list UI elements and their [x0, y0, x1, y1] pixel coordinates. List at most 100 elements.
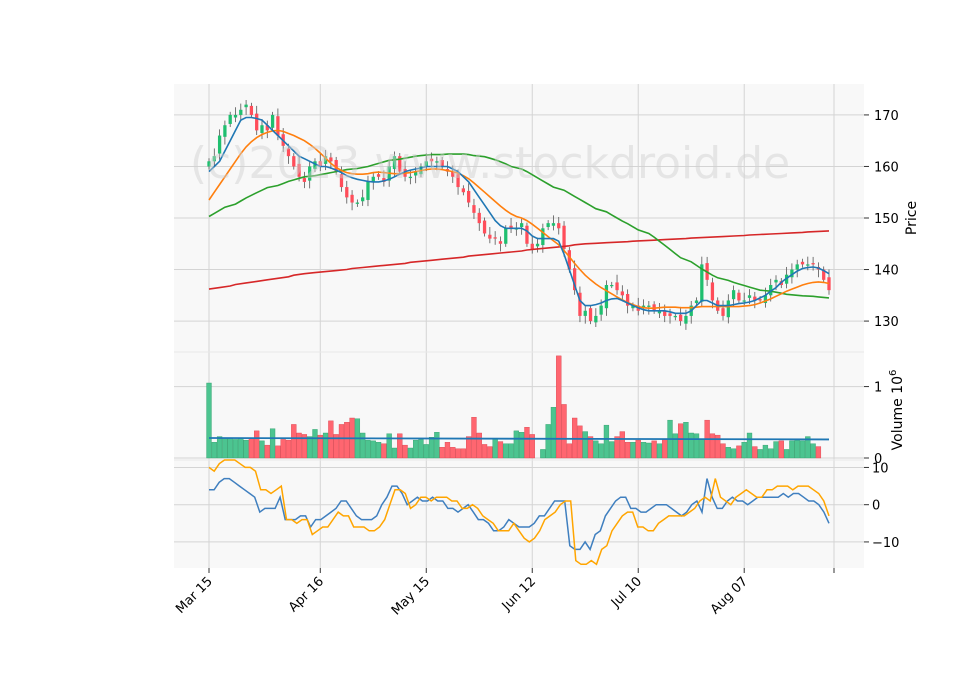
volume-bar	[291, 424, 297, 459]
volume-bar	[296, 432, 302, 459]
candle-body	[700, 264, 704, 302]
candle-body	[822, 269, 826, 280]
candle-body	[260, 125, 264, 133]
volume-bar	[423, 444, 429, 459]
candle-body	[382, 178, 386, 182]
volume-bar	[381, 443, 387, 459]
volume-bar	[280, 439, 286, 459]
candle-body	[435, 161, 439, 163]
candle-body	[567, 250, 571, 270]
candle-body	[758, 299, 762, 301]
volume-bar	[656, 443, 663, 459]
volume-bar	[375, 442, 382, 459]
volume-bar	[487, 446, 493, 459]
volume-bar	[746, 432, 753, 459]
volume-bar	[216, 436, 223, 459]
y-tick-label: 0	[874, 452, 882, 467]
volume-bar	[577, 425, 583, 459]
candle-body	[408, 176, 413, 179]
volume-bar	[466, 436, 472, 459]
candle-body	[223, 125, 227, 137]
candle-body	[467, 190, 471, 203]
volume-bar	[333, 434, 339, 459]
candle-body	[525, 225, 529, 244]
moving-averages	[208, 116, 830, 315]
candle-body	[557, 223, 561, 229]
candle-body	[302, 178, 307, 182]
volume-bar	[646, 442, 652, 459]
candle-body	[578, 292, 582, 316]
candle-body	[451, 171, 455, 177]
volume-bar	[243, 439, 249, 459]
x-tick-label: Jun 12	[499, 574, 539, 614]
volume-bars	[206, 355, 830, 459]
candle-body	[228, 114, 232, 124]
candle-body	[414, 171, 418, 176]
volume-bar	[418, 439, 424, 459]
candle-body	[488, 234, 492, 239]
volume-bar	[360, 432, 366, 459]
volume-bar	[609, 441, 615, 459]
y-tick-label: 140	[874, 264, 899, 279]
candle-body	[811, 263, 815, 265]
candle-body	[530, 243, 534, 249]
candle-body	[806, 264, 810, 266]
candle-body	[323, 156, 328, 164]
candle-body	[551, 223, 556, 226]
volume-bar	[455, 448, 461, 459]
volume-bar	[391, 447, 398, 459]
volume-bar	[307, 436, 313, 459]
volume-bar	[683, 422, 689, 459]
volume-bar	[736, 445, 742, 459]
candle-body	[239, 109, 243, 115]
candle-body	[429, 158, 434, 162]
candle-body	[657, 310, 662, 314]
candle-body	[795, 264, 799, 270]
candle-body	[790, 269, 794, 278]
volume-bar	[312, 429, 318, 459]
volume-bar	[587, 436, 594, 459]
candle-body	[498, 241, 503, 244]
volume-bar	[428, 437, 435, 459]
candle-body	[631, 305, 635, 309]
volume-bar	[662, 439, 668, 459]
volume-bar	[709, 433, 716, 459]
volume-bar	[715, 434, 721, 459]
volume-bar	[471, 417, 477, 459]
candle-body	[769, 285, 773, 296]
candle-body	[678, 314, 683, 322]
candle-body	[461, 188, 466, 193]
candle-body	[482, 220, 487, 234]
volume-bar	[762, 444, 769, 459]
ma-mid-line	[208, 129, 830, 310]
candle-body	[308, 166, 312, 181]
candle-body	[355, 202, 360, 204]
volume-bar	[603, 424, 610, 459]
y-tick-label: 130	[874, 315, 899, 330]
candle-body	[286, 148, 291, 157]
candle-body	[562, 225, 566, 249]
volume-bar	[619, 431, 625, 459]
volume-bar	[566, 443, 572, 459]
candle-body	[583, 310, 587, 316]
volume-bar	[222, 437, 228, 459]
y-tick-label: 0	[872, 499, 880, 514]
volume-bar	[386, 433, 392, 459]
volume-bar	[259, 440, 265, 459]
volume-bar	[513, 430, 519, 459]
candle-body	[504, 228, 508, 244]
volume-bar	[370, 440, 376, 459]
candle-body	[731, 290, 736, 300]
volume-bar	[264, 444, 270, 459]
candle-body	[535, 243, 540, 247]
candle-body	[398, 156, 402, 172]
ma-long-line	[208, 230, 830, 290]
volume-bar	[810, 443, 816, 459]
volume-bar	[730, 448, 737, 459]
candle-body	[827, 277, 831, 291]
volume-bar	[497, 441, 504, 459]
volume-bar	[805, 436, 811, 459]
volume-bar	[630, 442, 636, 459]
volume-bar	[211, 442, 217, 459]
candle-body	[265, 125, 269, 131]
